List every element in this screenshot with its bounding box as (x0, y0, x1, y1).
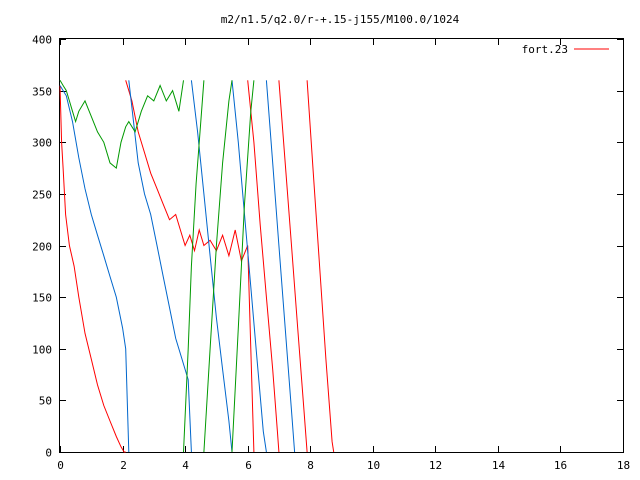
y-tick-label: 400 (32, 34, 52, 47)
axis-ticks (60, 39, 624, 453)
series-layer (59, 80, 335, 453)
series-line (183, 80, 205, 453)
series-line (203, 80, 233, 453)
series-line (231, 80, 267, 453)
legend-label: fort.23 (522, 43, 568, 56)
y-tick-label: 350 (32, 86, 52, 99)
series-line (128, 80, 192, 453)
x-tick-label: 6 (245, 459, 252, 472)
series-2 (59, 80, 255, 453)
series-line (125, 80, 255, 453)
x-tick-label: 12 (429, 459, 442, 472)
series-line (306, 80, 335, 453)
series-line (59, 85, 130, 453)
series-line (59, 80, 184, 170)
y-tick-label: 150 (32, 292, 52, 305)
tick-labels: 0 2 4 6 8 10 12 14 16 18 0 50 100 150 200 250 300 350 400 (32, 34, 630, 473)
x-tick-label: 8 (307, 459, 314, 472)
x-tick-label: 4 (182, 459, 189, 472)
y-tick-label: 200 (32, 241, 52, 254)
series-1 (59, 80, 296, 453)
x-tick-label: 18 (617, 459, 630, 472)
series-line (265, 80, 296, 453)
series-line (231, 80, 255, 453)
series-0 (59, 80, 335, 453)
series-line (190, 80, 233, 453)
y-tick-label: 300 (32, 137, 52, 150)
y-tick-label: 50 (39, 395, 52, 408)
y-tick-label: 250 (32, 189, 52, 202)
series-line (278, 80, 308, 453)
x-tick-label: 0 (57, 459, 64, 472)
series-line (247, 80, 280, 453)
x-tick-label: 2 (120, 459, 127, 472)
series-line (59, 85, 126, 453)
chart-title: m2/n1.5/q2.0/r-+.15-j155/M100.0/1024 (221, 13, 460, 26)
legend: fort.23 (522, 43, 609, 56)
x-tick-label: 14 (492, 459, 506, 472)
y-tick-label: 100 (32, 344, 52, 357)
x-tick-label: 16 (554, 459, 567, 472)
x-tick-label: 10 (367, 459, 380, 472)
y-tick-label: 0 (45, 447, 52, 460)
plot-frame (59, 38, 624, 453)
